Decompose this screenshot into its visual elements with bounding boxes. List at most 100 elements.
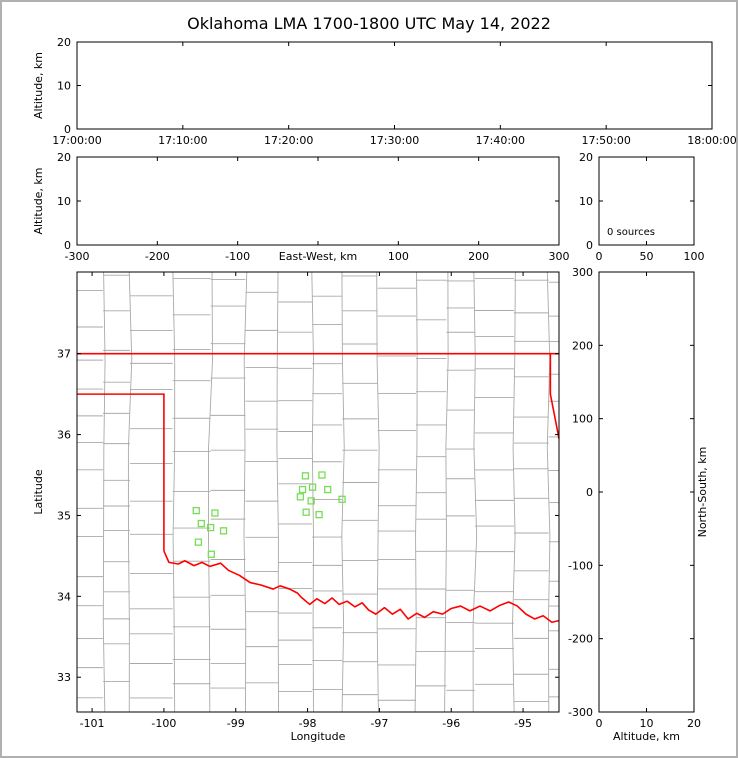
source-count-annotation: 0 sources — [607, 227, 655, 238]
state-border-line — [549, 353, 560, 439]
ew_height-panel: -300 -200 -100 100 200 300 0 10 20 East-West, km A… — [32, 151, 570, 263]
x-tick-label: 300 — [549, 250, 570, 263]
county-border-line — [376, 271, 380, 713]
x-tick-label: 17:00:00 — [52, 134, 101, 147]
county-border-line — [102, 271, 106, 713]
y-tick-label: 20 — [57, 36, 71, 49]
lma-station-marker — [308, 483, 317, 491]
y-tick-label: 35 — [57, 509, 71, 522]
alt_hist-panel: 0 50 100 0 10 20 0 sources — [579, 151, 705, 263]
x-tick-label: 10 — [640, 717, 654, 730]
x-tick-label: -95 — [514, 717, 532, 730]
red-river-line — [163, 550, 560, 624]
time_height-panel: 17:00:00 17:10:00 17:20:00 17:30:00 17:40:00… — [32, 36, 736, 147]
lma-station-marker — [301, 472, 310, 480]
y-axis-label-right: North-South, km — [696, 447, 709, 538]
x-tick-label: 17:40:00 — [476, 134, 525, 147]
x-tick-label: -300 — [65, 250, 90, 263]
lma-station-marker — [307, 497, 315, 505]
county-border-line — [208, 271, 213, 713]
lma-station-marker — [194, 538, 203, 546]
y-tick-label: 10 — [579, 195, 593, 208]
x-tick-label: 17:10:00 — [158, 134, 207, 147]
lma-station-marker — [298, 485, 307, 494]
x-tick-label: -100 — [151, 717, 176, 730]
lma-station-marker — [219, 527, 228, 535]
x-tick-label: 0 — [596, 250, 603, 263]
x-tick-label: -200 — [145, 250, 170, 263]
county-border-line — [472, 271, 478, 713]
x-axis-label: East-West, km — [279, 250, 357, 263]
y-tick-label: 36 — [57, 429, 71, 442]
y-tick-label: -300 — [568, 706, 593, 719]
lma-station-marker — [324, 485, 332, 494]
lma-station-marker — [302, 508, 310, 516]
county-border-line — [546, 271, 551, 713]
y-tick-label: 300 — [572, 266, 593, 279]
lma-station-marker — [211, 509, 219, 517]
y-tick-label: 37 — [57, 348, 71, 361]
axes-frame — [76, 41, 713, 130]
plan_view-panel: -101 -100 -99 -98 -97 -96 -95 33 34 35 36 37 Longitu… — [32, 271, 560, 743]
y-axis-label: Altitude, km — [32, 167, 45, 234]
y-tick-label: 34 — [57, 590, 71, 603]
county-border-line — [512, 271, 516, 713]
x-tick-label: 17:20:00 — [264, 134, 313, 147]
ns_height-panel: 0 10 20 -300 -200 -100 0 100 200 300 Altitude, km N… — [568, 266, 709, 743]
x-tick-label: -96 — [442, 717, 460, 730]
y-tick-label: 0 — [586, 239, 593, 252]
axes-frame — [76, 271, 560, 713]
x-axis-label: Altitude, km — [613, 730, 680, 743]
lma-station-marker — [296, 493, 305, 501]
y-tick-label: 10 — [57, 80, 71, 93]
x-tick-label: 17:50:00 — [581, 134, 630, 147]
lma-station-marker — [207, 550, 215, 558]
y-tick-label: 33 — [57, 671, 71, 684]
x-tick-label: 100 — [388, 250, 409, 263]
x-tick-label: -100 — [225, 250, 250, 263]
county-border-line — [341, 271, 345, 713]
x-tick-label: -99 — [227, 717, 245, 730]
lma-station-marker — [206, 523, 215, 532]
y-tick-label: 20 — [579, 151, 593, 164]
county-border-line — [243, 271, 248, 713]
lma-station-marker — [197, 519, 205, 528]
county-border-line — [276, 271, 279, 713]
y-tick-label: 0 — [586, 486, 593, 499]
state-border-line — [77, 393, 165, 552]
county-border-line — [414, 271, 418, 713]
x-tick-label: -98 — [299, 717, 317, 730]
y-tick-label: -200 — [568, 633, 593, 646]
x-tick-label: 0 — [596, 717, 603, 730]
lma-station-marker — [315, 510, 323, 519]
county-border-line — [127, 271, 133, 713]
x-tick-label: 17:30:00 — [370, 134, 419, 147]
x-tick-label: -97 — [370, 717, 388, 730]
x-tick-label: 18:00:00 — [687, 134, 736, 147]
x-tick-label: 50 — [640, 250, 654, 263]
axes-frame — [598, 271, 695, 713]
y-axis-label: Altitude, km — [32, 52, 45, 119]
y-tick-label: 100 — [572, 413, 593, 426]
axes-frame — [76, 156, 560, 246]
x-tick-label: 20 — [687, 717, 701, 730]
y-tick-label: 10 — [57, 195, 71, 208]
plot-title: Oklahoma LMA 1700-1800 UTC May 14, 2022 — [187, 14, 551, 33]
y-tick-label: 200 — [572, 339, 593, 352]
y-tick-label: 0 — [64, 239, 71, 252]
x-axis-label: Longitude — [291, 730, 346, 743]
y-tick-label: 20 — [57, 151, 71, 164]
x-tick-label: 200 — [468, 250, 489, 263]
y-tick-label: -100 — [568, 559, 593, 572]
y-axis-label: Latitude — [32, 469, 45, 515]
county-border-line — [444, 271, 449, 713]
x-tick-label: 100 — [684, 250, 705, 263]
county-border-line — [311, 271, 314, 713]
x-tick-label: -101 — [80, 717, 105, 730]
y-tick-label: 0 — [64, 123, 71, 136]
lma-station-marker — [192, 506, 200, 515]
lma-station-marker — [338, 495, 346, 503]
lma-station-marker — [318, 471, 326, 479]
